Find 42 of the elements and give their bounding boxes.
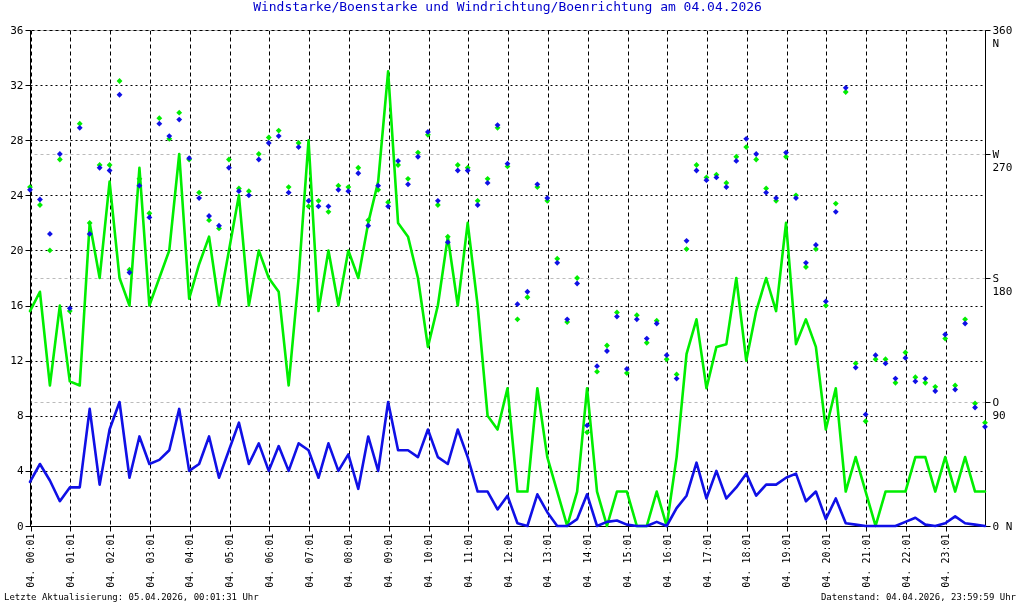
x-tick-label: 04. 07:01 — [303, 533, 315, 588]
x-tick-label: 04. 22:01 — [900, 533, 912, 588]
x-tick-label: 04. 20:01 — [821, 533, 832, 588]
x-tick-label: 04. 11:01 — [462, 533, 474, 588]
x-tick-label: 04. 21:01 — [860, 533, 872, 588]
y-tick-label: 12 — [10, 354, 24, 368]
y-tick-label: 8 — [16, 409, 24, 423]
x-tick-label: 04. 19:01 — [781, 533, 793, 588]
y-tick-label: 0 — [16, 519, 24, 533]
y-tick-label: 16 — [10, 299, 24, 313]
y-tick-label: 4 — [16, 464, 24, 478]
x-tick-label: 04. 13:01 — [542, 533, 554, 588]
x-tick-label: 04. 12:01 — [502, 533, 514, 588]
x-tick-label: 04. 03:01 — [144, 533, 156, 588]
x-tick-label: 04. 14:01 — [582, 533, 594, 588]
y2-tick-label: O 90 — [992, 395, 1006, 422]
x-tick-label: 04. 00:01 — [25, 533, 37, 588]
x-tick-label: 04. 10:01 — [423, 533, 435, 588]
x-tick-label: 04. 16:01 — [661, 533, 673, 588]
x-tick-label: 04. 04:01 — [184, 533, 196, 588]
chart-title: Windstarke/Boenstarke und Windrichtung/Boenrichtung am 04.04.2026 — [253, 0, 762, 14]
x-tick-label: 04. 02:01 — [104, 533, 116, 588]
y-tick-label: 28 — [10, 133, 24, 147]
x-tick-label: 04. 09:01 — [383, 533, 395, 588]
x-tick-label: 04. 17:01 — [701, 533, 713, 588]
text: Datenstand: 04.04.2026, 23:59:59 Uhr — [820, 592, 1016, 602]
x-tick-label: 04. 15:01 — [622, 533, 634, 588]
x-tick-label: 04. 08:01 — [343, 533, 355, 588]
x-tick-label: 04. 23:01 — [940, 533, 952, 588]
y2-tick-label: 0 N — [992, 519, 1013, 533]
x-tick-label: 04. 01:01 — [64, 533, 76, 588]
y-tick-label: 24 — [10, 188, 24, 202]
x-tick-label: 04. 06:01 — [263, 533, 275, 588]
y2-tick-label: W 270 — [992, 147, 1013, 174]
y-tick-label: 36 — [10, 23, 24, 37]
y2-tick-label: 360 N — [992, 23, 1013, 50]
text: Letzte Aktualisierung: 05.04.2026, 00:01:31 Uhr — [4, 592, 259, 602]
y-tick-label: 20 — [10, 243, 24, 257]
y2-tick-label: S 180 — [992, 271, 1013, 298]
x-tick-label: 04. 05:01 — [224, 533, 236, 588]
y-tick-label: 32 — [10, 78, 24, 92]
x-tick-label: 04. 18:01 — [741, 533, 753, 588]
